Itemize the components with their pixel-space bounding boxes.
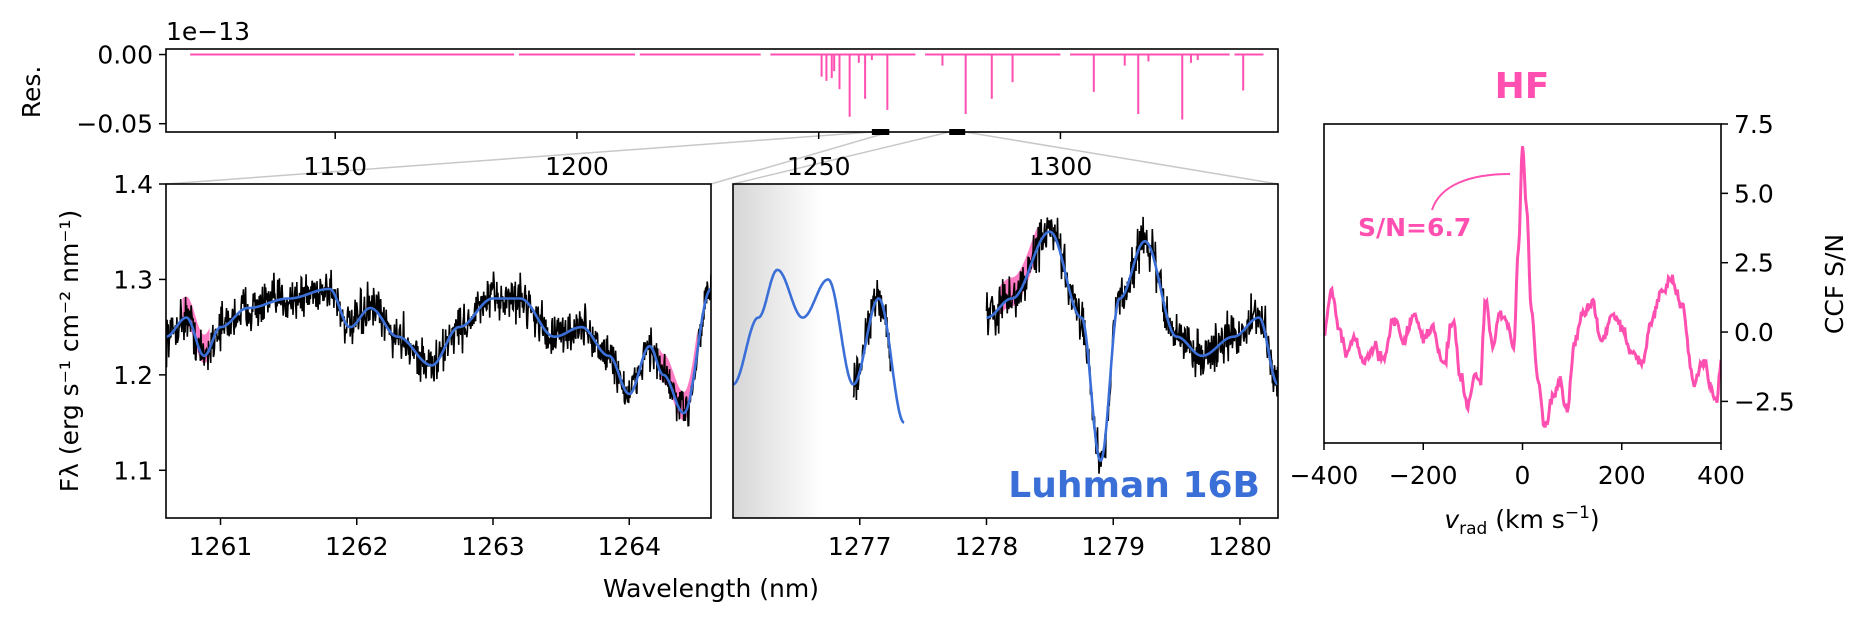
residual-series (190, 53, 1264, 120)
ccf-y-tick-label: 7.5 (1734, 110, 1774, 139)
ccf-x-ticks: −400 −200 0 200 400 (1290, 443, 1745, 490)
spectrum-left-frame (165, 183, 712, 519)
residual-y-ticks: 0.00 −0.05 (76, 41, 166, 139)
spectrum-y-tick-label: 1.2 (113, 361, 153, 390)
zoom-connector (965, 131, 1279, 185)
observed-spectrum (852, 279, 893, 401)
model-spectrum (733, 268, 905, 424)
spectrum-panel-right: 1277 1278 1279 1280 Luhman 16B (732, 183, 1279, 561)
residual-x-ticks: 1150 1200 1250 1300 (303, 132, 1092, 181)
ccf-y-tick-label: 0.0 (1734, 318, 1774, 347)
spectrum-y-tick-label: 1.4 (113, 170, 153, 199)
residual-offset-label: 1e−13 (166, 17, 250, 46)
snr-annotation: S/N=6.7 (1358, 213, 1471, 242)
spectrum-x-tick-label: 1261 (189, 532, 253, 561)
spectrum-right-x-ticks: 1277 1278 1279 1280 (828, 518, 1272, 561)
spectrum-x-label: Wavelength (nm) (603, 574, 819, 603)
residual-x-tick-label: 1300 (1029, 152, 1093, 181)
residual-y-tick-label: −0.05 (76, 110, 153, 139)
residual-y-tick-label: 0.00 (97, 41, 153, 70)
residual-panel: 0.00 −0.05 1150 1200 1250 1300 1e−13 Res. (17, 17, 1279, 181)
residual-x-tick-label: 1200 (545, 152, 609, 181)
zoom-connector (710, 131, 890, 185)
species-feature-highlight (659, 330, 698, 421)
object-name-label: Luhman 16B (1008, 465, 1260, 506)
spectrum-left-series (166, 269, 711, 427)
ccf-x-tick-label: −200 (1389, 461, 1458, 490)
spectrum-left-y-ticks: 1.1 1.2 1.3 1.4 (113, 170, 166, 485)
spectrum-x-tick-label: 1280 (1208, 532, 1272, 561)
spectrum-right-series (733, 216, 1278, 474)
ccf-x-tick-label: 200 (1598, 461, 1646, 490)
spectrum-y-tick-label: 1.1 (113, 456, 153, 485)
spectrum-y-tick-label: 1.3 (113, 265, 153, 294)
observed-spectrum (166, 269, 711, 427)
spectrum-x-tick-label: 1278 (955, 532, 1019, 561)
residual-x-tick-label: 1150 (303, 152, 367, 181)
ccf-x-tick-label: 0 (1515, 461, 1531, 490)
residual-y-label: Res. (17, 66, 46, 119)
zoom-connector-lines (165, 131, 1279, 185)
ccf-y-tick-label: 2.5 (1734, 249, 1774, 278)
spectrum-y-label: Fλ (erg s⁻¹ cm⁻² nm⁻¹) (55, 210, 84, 493)
residual-frame (165, 48, 1279, 133)
spectrum-left-x-ticks: 1261 1262 1263 1264 (189, 518, 661, 561)
snr-annotation-arrow (1431, 173, 1511, 211)
ccf-curve (1324, 146, 1721, 428)
model-spectrum (986, 230, 1278, 463)
masked-region-shading (733, 184, 822, 518)
model-spectrum (166, 287, 711, 415)
spectrum-x-tick-label: 1262 (325, 532, 389, 561)
spectrum-panel-left: 1261 1262 1263 1264 1.1 1.2 1.3 1.4 (113, 170, 712, 561)
ccf-y-label: CCF S/N (1820, 234, 1849, 334)
ccf-x-tick-label: 400 (1697, 461, 1745, 490)
ccf-y-tick-label: −2.5 (1734, 387, 1795, 416)
spectrum-x-tick-label: 1264 (597, 532, 661, 561)
zoom-connector (732, 131, 950, 185)
ccf-panel: HF S/N=6.7 −400 −200 0 200 400 −2.5 0.0 2.5 5.0… (1290, 66, 1849, 539)
ccf-y-tick-label: 5.0 (1734, 179, 1774, 208)
spectrum-right-frame (732, 183, 1279, 519)
ccf-series (1324, 146, 1721, 428)
zoom-connector (165, 131, 872, 185)
ccf-title: HF (1495, 66, 1550, 107)
ccf-y-ticks: −2.5 0.0 2.5 5.0 7.5 (1721, 110, 1795, 416)
spectrum-x-tick-label: 1277 (828, 532, 892, 561)
spectrum-x-tick-label: 1279 (1081, 532, 1145, 561)
spectrum-x-tick-label: 1263 (461, 532, 525, 561)
ccf-x-label: vrad (km s−1) (1444, 503, 1599, 539)
residual-x-tick-label: 1250 (787, 152, 851, 181)
ccf-x-tick-label: −400 (1290, 461, 1359, 490)
